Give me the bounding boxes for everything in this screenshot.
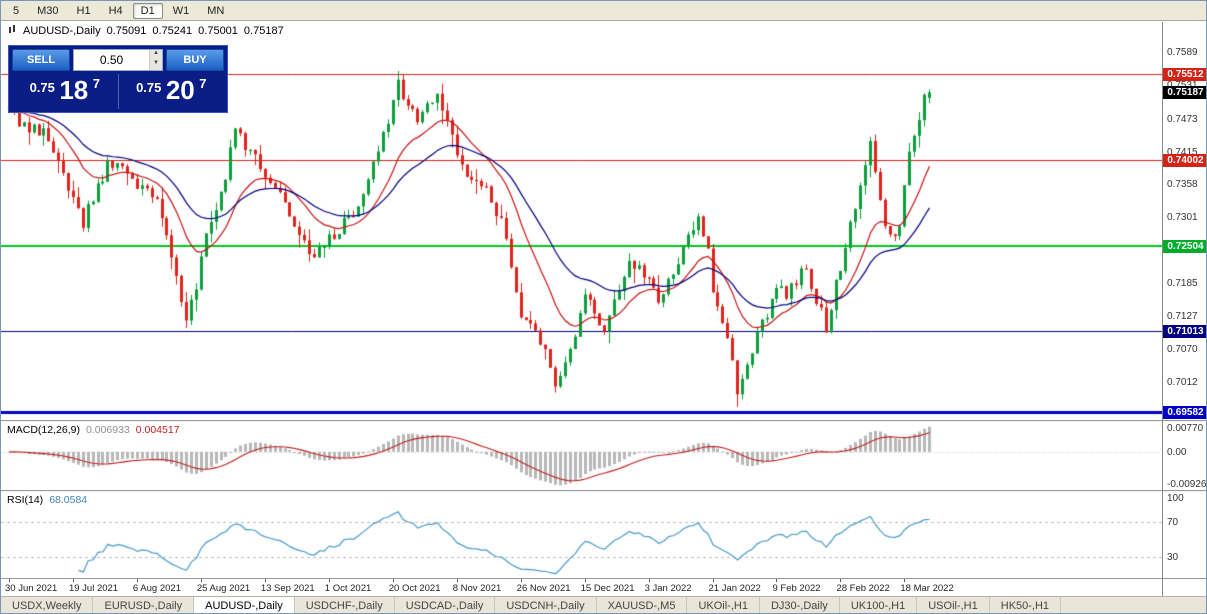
chart-symbol-label: AUDUSD-,Daily (23, 25, 101, 37)
price-axis-tick: 0.7301 (1167, 211, 1198, 223)
ohlc-close: 0.75187 (243, 25, 284, 37)
price-axis-badge: 0.69582 (1163, 406, 1206, 420)
chart-icon (8, 25, 17, 37)
buy-price-display[interactable]: 0.75 20 7 (119, 74, 225, 109)
sell-price-pips: 18 (59, 75, 89, 105)
price-axis-tick: 0.7070 (1167, 343, 1198, 355)
price-axis-badge: 0.71013 (1163, 324, 1206, 338)
price-chart-panel[interactable]: AUDUSD-,Daily 0.75091 0.75241 0.75001 0.… (1, 22, 1162, 420)
rsi-axis-tick: 30 (1167, 551, 1179, 563)
symbol-tab-usoil-h1[interactable]: USOil-,H1 (917, 597, 990, 613)
rsi-value: 68.0584 (49, 494, 88, 506)
macd-canvas[interactable] (1, 422, 1162, 490)
price-axis-separator (1162, 22, 1163, 596)
one-click-trading-panel: SELL ▲ ▼ BUY 0.75 18 7 0.75 (8, 45, 228, 113)
price-axis-tick: 0.7589 (1167, 47, 1198, 59)
volume-spinner: ▲ ▼ (149, 50, 162, 70)
symbol-tab-dj30-daily[interactable]: DJ30-,Daily (760, 597, 840, 613)
price-axis-badge: 0.74002 (1163, 154, 1206, 168)
price-axis-tick: 0.7415 (1167, 146, 1198, 158)
symbol-tab-uk100-h1[interactable]: UK100-,H1 (840, 597, 918, 613)
volume-increase-button[interactable]: ▲ (150, 50, 162, 60)
chart-tab-bar: USDX,Weekly EURUSD-,Daily AUDUSD-,Daily USD… (1, 596, 1206, 613)
price-axis-tick: 0.7531 (1167, 80, 1198, 92)
timeframe-toolbar: 5 M30 H1 H4 D1 W1 MN (1, 1, 1206, 21)
price-axis-tick: 0.7243 (1167, 244, 1198, 256)
macd-axis-tick: 0.00770 (1167, 423, 1204, 434)
volume-input[interactable] (74, 50, 149, 70)
rsi-name: RSI(14) (7, 494, 44, 506)
price-axis-tick: 0.7185 (1167, 277, 1198, 289)
symbol-tab-usdchf-daily[interactable]: USDCHF-,Daily (295, 597, 395, 613)
macd-axis-tick: 0.00 (1167, 446, 1187, 458)
macd-axis-tick: -0.00926 (1167, 479, 1207, 490)
symbol-tab-audusd-daily[interactable]: AUDUSD-,Daily (194, 597, 295, 613)
timeframe-button-5[interactable]: 5 (13, 4, 20, 17)
sell-price-pipette: 7 (92, 76, 100, 91)
macd-signal-value: 0.004517 (135, 424, 180, 436)
ohlc-open: 0.75091 (106, 25, 147, 37)
timeframe-button-d1[interactable]: D1 (132, 2, 163, 19)
buy-price-pipette: 7 (199, 76, 207, 91)
sell-price-prefix: 0.75 (29, 80, 55, 95)
symbol-tab-ukoil-h1[interactable]: UKOil-,H1 (687, 597, 760, 613)
macd-name: MACD(12,26,9) (7, 424, 80, 436)
macd-main-value: 0.006933 (85, 424, 130, 436)
rsi-indicator-panel[interactable]: RSI(14) 68.0584 (1, 492, 1162, 578)
volume-control: ▲ ▼ (73, 49, 163, 71)
symbol-tab-usdcnh-daily[interactable]: USDCNH-,Daily (495, 597, 597, 613)
buy-price-pips: 20 (165, 75, 195, 105)
time-axis (1, 579, 1206, 596)
timeframe-button-h4[interactable]: H4 (108, 4, 123, 17)
price-axis-badge: 0.75512 (1163, 67, 1206, 81)
ohlc-high: 0.75241 (152, 25, 193, 37)
symbol-tab-xauusd-m5[interactable]: XAUUSD-,M5 (597, 597, 688, 613)
rsi-label: RSI(14) 68.0584 (7, 494, 87, 506)
timeframe-button-m30[interactable]: M30 (37, 4, 59, 17)
buy-button[interactable]: BUY (166, 49, 224, 71)
rsi-axis-tick: 100 (1167, 493, 1184, 504)
price-axis-tick: 0.7127 (1167, 311, 1198, 323)
chart-ohlc-header: AUDUSD-,Daily 0.75091 0.75241 0.75001 0.… (8, 25, 284, 37)
price-axis-badge: 0.75187 (1163, 86, 1206, 100)
price-axis-badge: 0.72504 (1163, 239, 1206, 253)
macd-indicator-panel[interactable]: MACD(12,26,9) 0.006933 0.004517 (1, 422, 1162, 490)
sell-button[interactable]: SELL (12, 49, 70, 71)
timeframe-button-w1[interactable]: W1 (172, 4, 190, 17)
price-axis-tick: 0.7473 (1167, 113, 1198, 125)
symbol-tab-eurusd-daily[interactable]: EURUSD-,Daily (93, 597, 195, 613)
symbol-tab-usdx-weekly[interactable]: USDX,Weekly (1, 597, 94, 613)
symbol-tab-usdcad-daily[interactable]: USDCAD-,Daily (395, 597, 496, 613)
rsi-canvas[interactable] (1, 492, 1162, 578)
volume-decrease-button[interactable]: ▼ (150, 60, 162, 70)
price-axis-tick: 0.7012 (1167, 376, 1198, 388)
ohlc-low: 0.75001 (198, 25, 238, 37)
price-axis-tick: 0.7358 (1167, 179, 1198, 191)
panel-separator[interactable] (1, 420, 1206, 422)
buy-price-prefix: 0.75 (136, 80, 162, 95)
sell-price-display[interactable]: 0.75 18 7 (12, 74, 119, 109)
panel-separator[interactable] (1, 490, 1206, 492)
rsi-axis-tick: 70 (1167, 517, 1179, 529)
timeframe-button-h1[interactable]: H1 (76, 4, 91, 17)
symbol-tab-hk50-h1[interactable]: HK50-,H1 (990, 597, 1062, 613)
timeframe-button-mn[interactable]: MN (207, 4, 225, 17)
macd-label: MACD(12,26,9) 0.006933 0.004517 (7, 424, 180, 436)
